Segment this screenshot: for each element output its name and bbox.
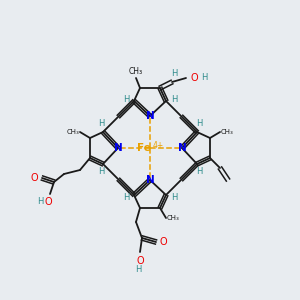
Text: H: H (171, 94, 177, 103)
Text: O: O (44, 197, 52, 207)
Text: CH₃: CH₃ (67, 129, 80, 135)
Text: H: H (171, 70, 177, 79)
Text: N: N (114, 143, 122, 153)
Text: H: H (196, 167, 202, 176)
Text: H: H (135, 266, 141, 274)
Text: H: H (37, 197, 43, 206)
Text: H: H (98, 167, 104, 176)
Text: N: N (178, 143, 186, 153)
Text: Fe: Fe (137, 143, 151, 153)
Text: CH₃: CH₃ (129, 68, 143, 76)
Text: O: O (190, 73, 198, 83)
Text: N: N (146, 175, 154, 185)
Text: O: O (159, 237, 167, 247)
Text: O: O (136, 256, 144, 266)
Text: H: H (98, 119, 104, 128)
Text: H: H (123, 94, 129, 103)
Text: CH₃: CH₃ (167, 215, 179, 221)
Text: O: O (30, 173, 38, 183)
Text: 4+: 4+ (152, 142, 164, 151)
Text: H: H (201, 74, 207, 82)
Text: H: H (196, 119, 202, 128)
Text: N: N (146, 111, 154, 121)
Text: H: H (171, 193, 177, 202)
Text: H: H (123, 193, 129, 202)
Text: CH₃: CH₃ (220, 129, 233, 135)
